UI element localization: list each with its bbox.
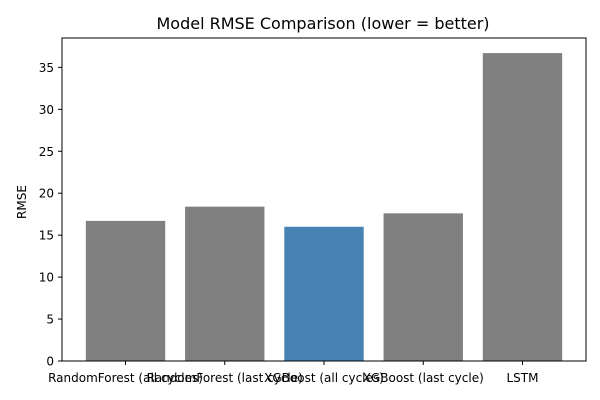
y-tick-label-6: 30: [39, 103, 54, 117]
x-tick-label-1: RandomForest (last cycle): [147, 371, 303, 385]
y-tick-label-2: 10: [39, 271, 54, 285]
bars-group: [85, 53, 563, 361]
chart-title: Model RMSE Comparison (lower = better): [156, 14, 489, 33]
x-tick-label-3: XGBoost (last cycle): [363, 371, 484, 385]
x-tick-label-2: XGBoost (all cycles): [264, 371, 384, 385]
y-tick-label-1: 5: [46, 313, 54, 327]
y-axis-label: RMSE: [15, 185, 29, 219]
y-ticks-group: 0 5 10 15 20 25 30 35: [39, 61, 62, 369]
bar-2: [284, 226, 364, 361]
bar-3: [383, 213, 463, 361]
bar-0: [85, 220, 166, 361]
plot-frame: [61, 37, 587, 362]
x-ticks-group: RandomForest (all cycles)RandomForest (l…: [48, 361, 538, 385]
y-tick-label-0: 0: [46, 355, 54, 369]
y-tick-label-7: 35: [39, 61, 54, 75]
y-tick-label-4: 20: [39, 187, 54, 201]
x-tick-label-4: LSTM: [506, 371, 538, 385]
y-tick-label-3: 15: [39, 229, 54, 243]
bar-1: [185, 206, 265, 361]
bar-4: [482, 53, 563, 361]
x-tick-label-0: RandomForest (all cycles): [48, 371, 203, 385]
y-tick-label-5: 25: [39, 145, 54, 159]
